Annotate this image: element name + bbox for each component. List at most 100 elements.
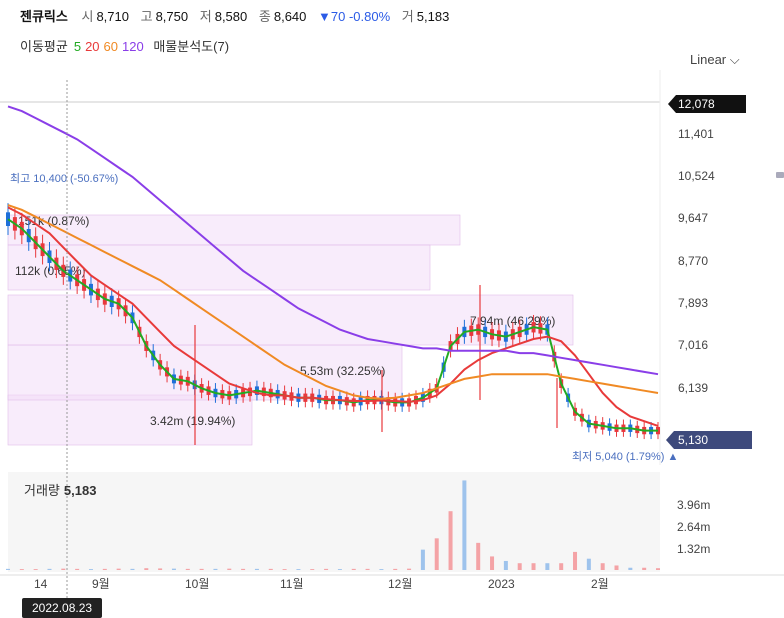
ma20-line (7, 206, 659, 427)
volume-bar (102, 568, 107, 570)
volume-profile-label: 매물분석도(7) (153, 39, 230, 54)
volume-bar (213, 568, 218, 570)
volume-profile-label: 5.53m (32.25%) (300, 364, 385, 378)
scale-toggle-label: Linear (690, 52, 727, 67)
volume-panel-value: 5,183 (63, 483, 97, 498)
y-tick-label: 7,016 (678, 338, 708, 352)
scroll-handle[interactable] (776, 172, 784, 178)
ma60-label: 60 (103, 39, 119, 54)
ma120-line (7, 105, 659, 376)
quote-header: 젠큐릭스 시 8,710 고 8,750 저 8,580 종 8,640 ▼70 -0.… (20, 6, 457, 25)
volume-bar (88, 569, 93, 570)
volume-bar (614, 565, 619, 570)
volume-profile-label: 112k (0.65%) (15, 264, 85, 278)
close-label: 종 (258, 9, 271, 24)
ma20-label: 20 (85, 39, 100, 54)
y-tick-label: 10,524 (678, 169, 715, 183)
volume-bar (642, 567, 647, 570)
volume-bar (296, 569, 301, 570)
price-badge-label: 12,078 (678, 97, 715, 111)
volume-bar (282, 569, 287, 570)
high-annotation: 최고 10,400 (-50.67%) (10, 172, 118, 185)
x-tick-label: 12월 (388, 577, 412, 591)
volume-bar (19, 569, 24, 570)
volume-profile-label: 3.42m (19.94%) (150, 414, 235, 428)
chevron-down-icon: ⌵ (729, 52, 740, 67)
high-value: 8,750 (155, 9, 189, 24)
x-tick-label: 11월 (280, 577, 304, 591)
volume-bar (185, 568, 190, 570)
volume-tick-label: 2.64m (677, 520, 710, 534)
volume-profile-zone (7, 344, 403, 401)
volume-bar (227, 568, 232, 570)
x-tick-label: 14 (34, 577, 48, 591)
volume-bar (517, 563, 522, 570)
volume-bar (33, 569, 38, 570)
volume-bar (628, 567, 633, 570)
volume-bar (490, 556, 495, 570)
volume-bar (656, 568, 660, 570)
x-tick-label: 9월 (92, 577, 110, 591)
stock-name: 젠큐릭스 (20, 9, 68, 24)
low-value: 8,580 (214, 9, 248, 24)
open-value: 8,710 (96, 9, 129, 24)
last-price-badge (666, 431, 752, 449)
ma-label: 이동평균 (20, 39, 68, 54)
y-tick-label: 9,647 (678, 211, 708, 225)
volume-bar (393, 568, 398, 570)
volume-bar (241, 568, 246, 570)
volume-panel-title: 거래량 5,183 (24, 480, 96, 499)
low-label: 저 (199, 9, 212, 24)
volume-bar (351, 568, 356, 570)
y-tick-label: 7,893 (678, 296, 708, 310)
change-value: ▼70 -0.80% (318, 9, 391, 24)
ma-legend[interactable]: 이동평균 5 20 60 120 매물분석도(7) (20, 36, 235, 55)
volume-bar (420, 549, 425, 570)
volume-bar (171, 568, 176, 570)
ma120-label: 120 (122, 39, 144, 54)
volume-bar (268, 568, 273, 570)
volume-bar (545, 563, 550, 570)
volume-value: 5,183 (416, 9, 450, 24)
volume-bar (6, 568, 10, 570)
low-annotation: 최저 5,040 (1.79%) ▲ (572, 450, 678, 463)
crosshair-date: 2022.08.23 (22, 598, 103, 618)
volume-bar (379, 569, 384, 570)
ma5-label: 5 (73, 39, 82, 54)
ma60-line (7, 204, 659, 400)
volume-panel-bg (8, 472, 660, 572)
volume-bar (407, 568, 412, 570)
y-tick-label: 8,770 (678, 254, 708, 268)
close-value: 8,640 (273, 9, 307, 24)
y-tick-label: 11,401 (678, 127, 714, 141)
volume-bar (531, 563, 536, 570)
volume-bar (573, 551, 578, 570)
volume-label: 거 (401, 9, 414, 24)
volume-bar (600, 563, 605, 570)
volume-bar (586, 558, 591, 570)
volume-bar (254, 568, 259, 570)
price-badge (668, 95, 746, 113)
scale-toggle[interactable]: Linear ⌵ (690, 52, 740, 68)
volume-bar (199, 568, 204, 570)
volume-bar (47, 568, 52, 570)
y-tick-label: 6,139 (678, 381, 708, 395)
volume-bar (61, 568, 66, 570)
x-tick-label: 2023 (488, 577, 515, 591)
volume-bar (462, 480, 467, 570)
last-price-badge-label: 5,130 (678, 433, 708, 447)
volume-bar (158, 568, 163, 570)
candle-body (6, 212, 10, 227)
volume-bar (476, 542, 481, 570)
x-tick-label: 10월 (185, 577, 209, 591)
high-label: 고 (140, 9, 153, 24)
volume-panel-label: 거래량 (24, 483, 60, 498)
volume-bar (337, 569, 342, 570)
volume-bar (75, 568, 80, 570)
volume-bar (448, 511, 453, 570)
volume-bar (324, 568, 329, 570)
volume-bar (559, 563, 564, 570)
volume-bar (310, 569, 315, 570)
volume-bar (434, 538, 439, 570)
